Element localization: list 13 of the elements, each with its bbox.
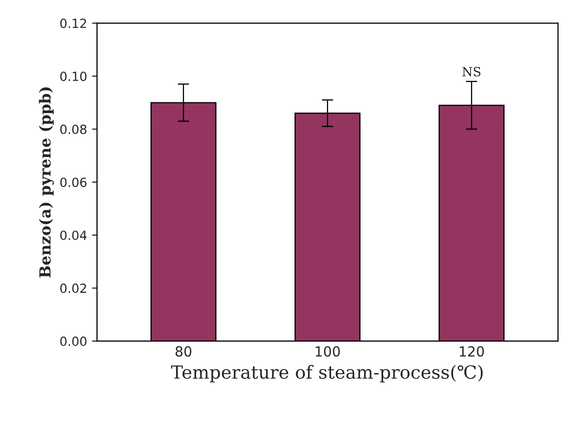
x-axis-title: Temperature of steam-process(℃) bbox=[171, 364, 483, 382]
y-tick-label: 0.02 bbox=[60, 284, 86, 293]
y-tick-label: 0.04 bbox=[60, 230, 87, 240]
x-tick-label: 120 bbox=[460, 346, 484, 357]
annotation: NS bbox=[462, 66, 480, 76]
x-tick-label: 80 bbox=[176, 346, 192, 357]
x-tick-label: 100 bbox=[316, 346, 340, 357]
y-tick-label: 0.12 bbox=[60, 18, 86, 28]
y-tick-label: 0.06 bbox=[60, 178, 87, 188]
y-tick-label: 0.08 bbox=[60, 124, 86, 134]
y-tick-label: 0.00 bbox=[60, 336, 86, 346]
y-tick-label: 0.10 bbox=[60, 72, 86, 82]
y-axis-title: Benzo(a) pyrene (ppb) bbox=[38, 87, 54, 278]
